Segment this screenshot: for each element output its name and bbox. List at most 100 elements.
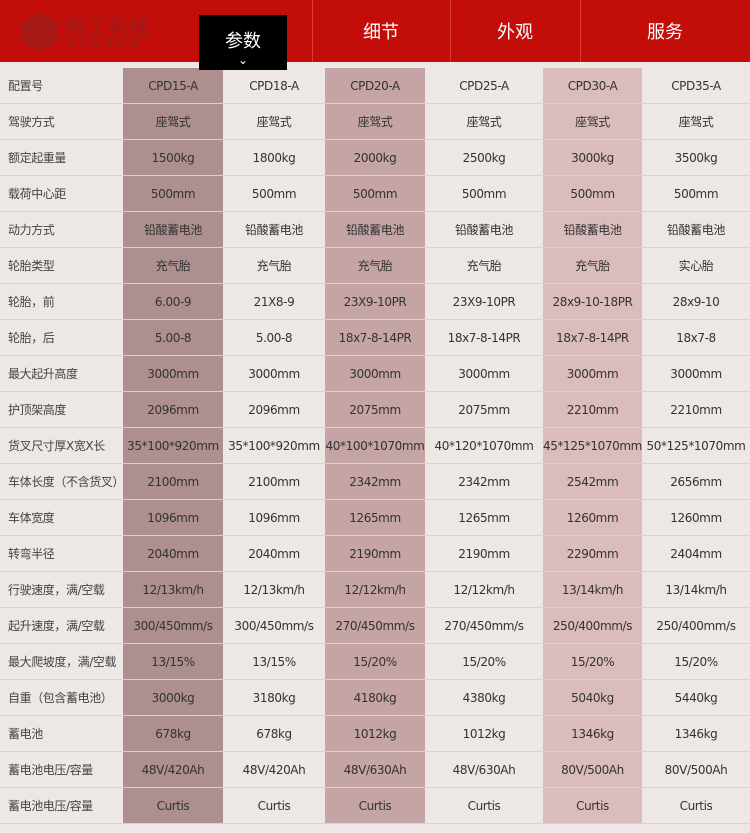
table-cell: 250/400mm/s [543, 608, 642, 643]
table-cell: 3000mm [543, 356, 642, 391]
table-cell: 1012kg [325, 716, 425, 751]
row-label: 轮胎，前 [8, 295, 55, 309]
tab-parameters-label: 参数 [225, 31, 261, 52]
row-label: 蓄电池 [8, 727, 43, 741]
table-cell: CPD35-A [671, 78, 721, 93]
table-row: 护顶架高度 2096mm 2096mm 2075mm 2075mm 2210mm 2210m… [0, 392, 750, 428]
table-cell: 铅酸蓄电池 [244, 223, 303, 237]
table-cell: 300/450mm/s [234, 618, 314, 633]
table-cell: 铅酸蓄电池 [454, 223, 513, 237]
table-cell: 15/20% [543, 644, 642, 679]
table-cell: 28x9-10 [672, 294, 720, 309]
table-cell: CPD30-A [543, 68, 642, 103]
table-row: 车体长度（不含货叉） 2100mm 2100mm 2342mm 2342mm 2542mm… [0, 464, 750, 500]
header: 翔工机械 XANGON 细节 外观 服务 [0, 0, 750, 62]
table-cell: 15/20% [674, 654, 718, 669]
table-cell: 4180kg [325, 680, 425, 715]
table-cell: 35*100*920mm [228, 438, 320, 453]
row-label: 车体宽度 [8, 511, 55, 525]
table-cell: 50*125*1070mm [646, 438, 746, 453]
table-row: 车体宽度 1096mm 1096mm 1265mm 1265mm 1260mm 1260mm [0, 500, 750, 536]
table-row: 轮胎，前 6.00-9 21X8-9 23X9-10PR 23X9-10PR 28x9-1… [0, 284, 750, 320]
table-cell: 23X9-10PR [452, 294, 516, 309]
table-cell: 5440kg [674, 690, 718, 705]
table-cell: 13/14km/h [665, 582, 727, 597]
table-cell: 2290mm [543, 536, 642, 571]
table-row: 最大起升高度 3000mm 3000mm 3000mm 3000mm 3000mm 3000… [0, 356, 750, 392]
row-label: 轮胎，后 [8, 331, 55, 345]
table-cell: 3000mm [123, 356, 223, 391]
logo[interactable]: 翔工机械 XANGON [22, 10, 162, 54]
table-cell: 铅酸蓄电池 [543, 212, 642, 247]
table-cell: 678kg [123, 716, 223, 751]
table-cell: CPD20-A [325, 68, 425, 103]
tab-appearance[interactable]: 外观 [497, 22, 533, 43]
table-cell: 实心胎 [678, 259, 714, 273]
table-cell: Curtis [123, 788, 223, 823]
table-cell: 12/13km/h [123, 572, 223, 607]
table-cell: 12/13km/h [243, 582, 305, 597]
row-label: 轮胎类型 [8, 259, 55, 273]
tab-service[interactable]: 服务 [647, 22, 683, 43]
table-cell: 5040kg [543, 680, 642, 715]
table-cell: 500mm [325, 176, 425, 211]
table-cell: 48V/630Ah [325, 752, 425, 787]
table-cell: 3000mm [670, 366, 722, 381]
table-cell: Curtis [467, 798, 501, 813]
table-cell: 座驾式 [123, 104, 223, 139]
table-row: 额定起重量 1500kg 1800kg 2000kg 2500kg 3000kg 3500k… [0, 140, 750, 176]
table-row: 货叉尺寸厚X宽X长 35*100*920mm 35*100*920mm 40*100*… [0, 428, 750, 464]
table-cell: 28x9-10-18PR [543, 284, 642, 319]
table-cell: 1012kg [462, 726, 506, 741]
divider [580, 0, 581, 62]
tab-details[interactable]: 细节 [363, 22, 399, 43]
table-cell: 铅酸蓄电池 [325, 212, 425, 247]
table-cell: 3500kg [674, 150, 718, 165]
table-cell: 18x7-8-14PR [543, 320, 642, 355]
table-cell: 座驾式 [256, 115, 292, 129]
table-cell: CPD15-A [123, 68, 223, 103]
table-cell: 1265mm [325, 500, 425, 535]
table-cell: 2210mm [670, 402, 722, 417]
table-row: 蓄电池电压/容量 48V/420Ah 48V/420Ah 48V/630Ah 48V/6… [0, 752, 750, 788]
table-cell: 充气胎 [123, 248, 223, 283]
table-row: 载荷中心距 500mm 500mm 500mm 500mm 500mm 500mm [0, 176, 750, 212]
table-cell: 2542mm [543, 464, 642, 499]
table-cell: 1346kg [543, 716, 642, 751]
table-cell: 3180kg [252, 690, 296, 705]
table-cell: 座驾式 [325, 104, 425, 139]
table-row: 轮胎，后 5.00-8 5.00-8 18x7-8-14PR 18x7-8-14PR 18… [0, 320, 750, 356]
tab-parameters[interactable]: 参数 ⌄ [199, 15, 287, 70]
table-cell: 15/20% [462, 654, 506, 669]
table-cell: 铅酸蓄电池 [666, 223, 725, 237]
table-cell: 2210mm [543, 392, 642, 427]
table-cell: 3000mm [458, 366, 510, 381]
table-cell: 2096mm [248, 402, 300, 417]
table-cell: 1260mm [543, 500, 642, 535]
table-cell: 铅酸蓄电池 [123, 212, 223, 247]
table-cell: 21X8-9 [253, 294, 295, 309]
row-label: 转弯半径 [8, 547, 55, 561]
table-cell: 40*120*1070mm [434, 438, 534, 453]
table-cell: 678kg [256, 726, 292, 741]
table-cell: 80V/500Ah [664, 762, 728, 777]
table-cell: 23X9-10PR [325, 284, 425, 319]
table-row: 最大爬坡度，满/空载 13/15% 13/15% 15/20% 15/20% 15/20%… [0, 644, 750, 680]
row-label: 起升速度，满/空载 [8, 619, 105, 633]
table-cell: 1096mm [248, 510, 300, 525]
table-cell: 充气胎 [466, 259, 502, 273]
table-cell: 300/450mm/s [123, 608, 223, 643]
chevron-down-icon: ⌄ [237, 53, 249, 67]
table-cell: 座驾式 [543, 104, 642, 139]
table-cell: 1265mm [458, 510, 510, 525]
table-cell: 2075mm [458, 402, 510, 417]
logo-text-en: XANGON [66, 36, 143, 50]
table-cell: 13/15% [123, 644, 223, 679]
table-cell: 2100mm [248, 474, 300, 489]
table-cell: 48V/420Ah [242, 762, 306, 777]
table-cell: 48V/630Ah [452, 762, 516, 777]
logo-text: 翔工机械 [66, 16, 151, 38]
logo-mark-icon [22, 12, 58, 52]
table-cell: 500mm [251, 186, 297, 201]
table-cell: 2190mm [325, 536, 425, 571]
